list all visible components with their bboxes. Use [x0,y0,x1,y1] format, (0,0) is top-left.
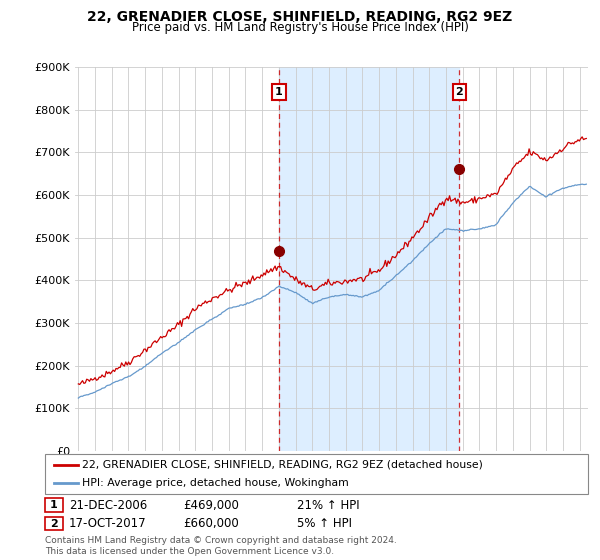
Text: £660,000: £660,000 [183,517,239,530]
Text: 17-OCT-2017: 17-OCT-2017 [69,517,146,530]
Text: 22, GRENADIER CLOSE, SHINFIELD, READING, RG2 9EZ: 22, GRENADIER CLOSE, SHINFIELD, READING,… [88,10,512,24]
Text: 22, GRENADIER CLOSE, SHINFIELD, READING, RG2 9EZ (detached house): 22, GRENADIER CLOSE, SHINFIELD, READING,… [82,460,483,470]
Text: £469,000: £469,000 [183,498,239,512]
Text: 2: 2 [50,519,58,529]
Text: 21% ↑ HPI: 21% ↑ HPI [297,498,359,512]
Text: 5% ↑ HPI: 5% ↑ HPI [297,517,352,530]
Text: Contains HM Land Registry data © Crown copyright and database right 2024.
This d: Contains HM Land Registry data © Crown c… [45,536,397,556]
Text: Price paid vs. HM Land Registry's House Price Index (HPI): Price paid vs. HM Land Registry's House … [131,21,469,34]
Text: 21-DEC-2006: 21-DEC-2006 [69,498,147,512]
Text: 2: 2 [455,87,463,97]
Text: 1: 1 [275,87,283,97]
Text: HPI: Average price, detached house, Wokingham: HPI: Average price, detached house, Woki… [82,478,349,488]
Bar [279,67,460,451]
Text: 1: 1 [50,500,58,510]
